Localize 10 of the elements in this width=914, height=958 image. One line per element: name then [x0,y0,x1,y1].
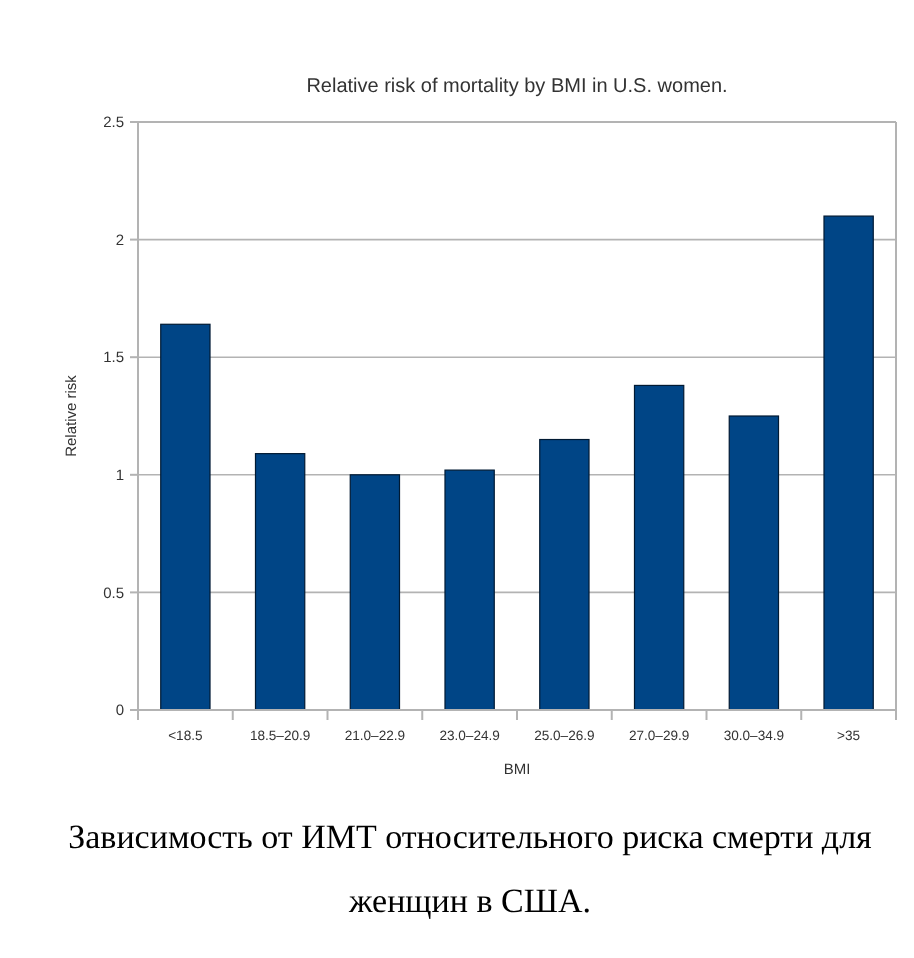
bar [539,438,590,711]
bar [254,453,306,711]
chart-title: Relative risk of mortality by BMI in U.S. women. [306,76,728,98]
bar [728,415,780,711]
text: Зависимость от ИМТ относительного риска смерти для женщин в США. [68,818,873,920]
bar [444,469,495,711]
bar [823,215,874,711]
bar [160,323,211,711]
bar [349,474,401,711]
bar [633,384,685,711]
